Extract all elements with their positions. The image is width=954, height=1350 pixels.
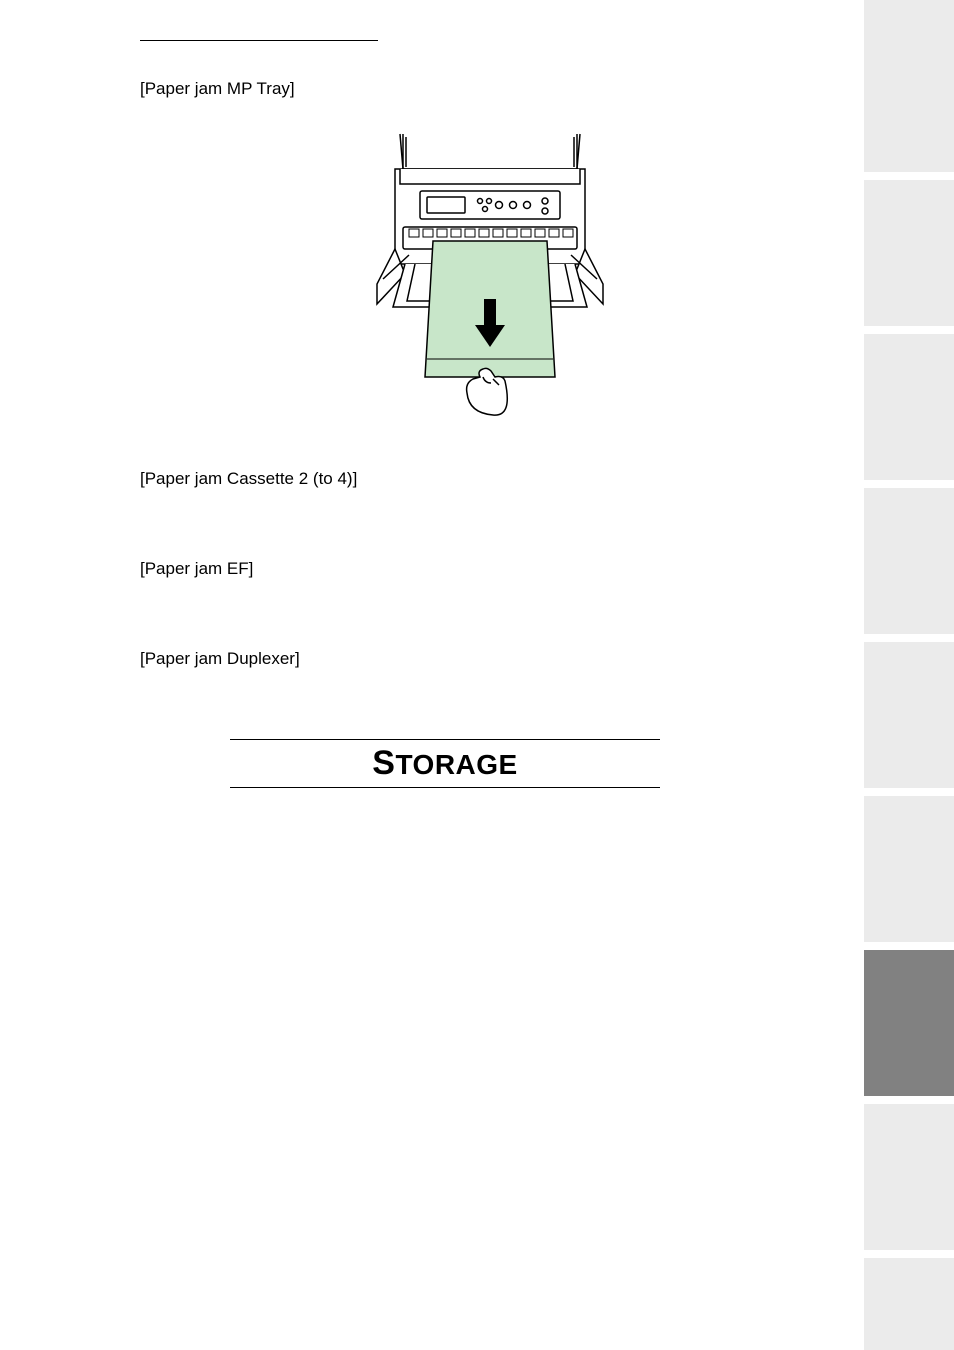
sidebar-tab-2[interactable] <box>864 180 954 326</box>
section-label-duplexer: [Paper jam Duplexer] <box>140 649 840 669</box>
sidebar-tab-8[interactable] <box>864 1104 954 1250</box>
sidebar-tab-5[interactable] <box>864 642 954 788</box>
spacer <box>140 509 840 559</box>
storage-heading-block: STORAGE <box>230 739 660 788</box>
sidebar-tab-6[interactable] <box>864 796 954 942</box>
section-label-ef: [Paper jam EF] <box>140 559 840 579</box>
heading-first-letter: S <box>372 744 395 782</box>
heading-rest: TORAGE <box>395 749 517 780</box>
spacer <box>140 599 840 649</box>
storage-heading: STORAGE <box>230 740 660 787</box>
section-label-cassette: [Paper jam Cassette 2 (to 4)] <box>140 469 840 489</box>
sidebar-tab-4[interactable] <box>864 488 954 634</box>
storage-rule-bottom <box>230 787 660 788</box>
printer-illustration <box>365 129 615 419</box>
sidebar-tab-7-active[interactable] <box>864 950 954 1096</box>
section-label-mp-tray: [Paper jam MP Tray] <box>140 79 840 99</box>
top-rule <box>140 40 378 41</box>
sidebar-tab-1[interactable] <box>864 0 954 172</box>
sidebar-tabs <box>864 0 954 1350</box>
sidebar-tab-9[interactable] <box>864 1258 954 1350</box>
sidebar-tab-3[interactable] <box>864 334 954 480</box>
page-content: [Paper jam MP Tray] <box>0 0 860 808</box>
